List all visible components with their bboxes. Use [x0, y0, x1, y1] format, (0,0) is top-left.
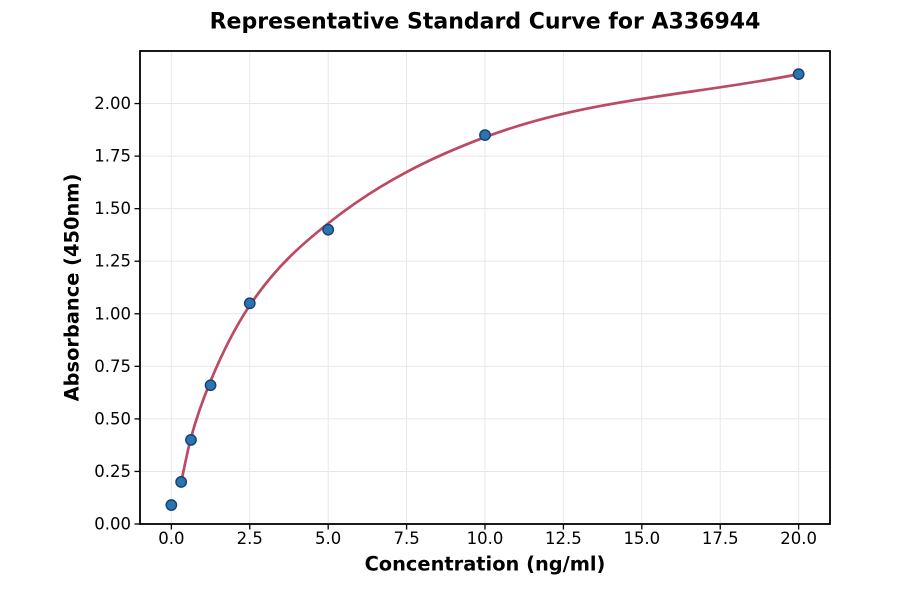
y-tick-label: 1.25	[94, 252, 131, 271]
data-point	[175, 476, 188, 488]
y-axis-label: Absorbance (450nm)	[61, 174, 84, 402]
data-point	[322, 223, 335, 236]
x-tick-label: 20.0	[780, 529, 817, 548]
data-point	[479, 129, 491, 141]
data-point	[792, 68, 805, 81]
fit-curve-series	[179, 72, 800, 484]
y-tick-label: 0.50	[94, 409, 131, 428]
chart-title: Representative Standard Curve for A33694…	[210, 10, 761, 35]
x-axis-ticks	[170, 524, 800, 530]
y-tick-label: 1.00	[94, 304, 131, 323]
x-tick-label: 12.5	[545, 529, 582, 548]
data-point	[185, 434, 197, 446]
y-tick-label: 0.25	[94, 462, 131, 481]
x-tick-label: 0.0	[158, 529, 184, 548]
x-axis-label: Concentration (ng/ml)	[365, 553, 606, 576]
fit-curve	[179, 72, 800, 484]
data-point	[204, 379, 217, 392]
gridlines	[140, 51, 830, 525]
x-axis-tick-labels: 0.0 2.5 5.0 7.5 10.0 12.5 15.0 17.5 20.0	[158, 529, 817, 548]
x-tick-label: 5.0	[315, 529, 341, 548]
data-point	[165, 499, 178, 511]
y-tick-label: 1.75	[94, 147, 131, 166]
y-axis-tick-labels: 0.00 0.25 0.50 0.75 1.00 1.25 1.50 1.75 2.00	[94, 94, 131, 533]
y-tick-label: 0.75	[94, 357, 131, 376]
scatter-series	[165, 68, 805, 511]
x-tick-label: 2.5	[237, 529, 263, 548]
x-tick-label: 10.0	[467, 529, 504, 548]
y-tick-label: 2.00	[94, 94, 131, 113]
y-tick-label: 0.00	[94, 515, 131, 534]
data-point	[243, 297, 256, 310]
x-tick-label: 17.5	[702, 529, 739, 548]
x-tick-label: 15.0	[623, 529, 660, 548]
y-axis-ticks	[134, 102, 140, 525]
y-tick-label: 1.50	[94, 199, 131, 218]
x-tick-label: 7.5	[393, 529, 419, 548]
